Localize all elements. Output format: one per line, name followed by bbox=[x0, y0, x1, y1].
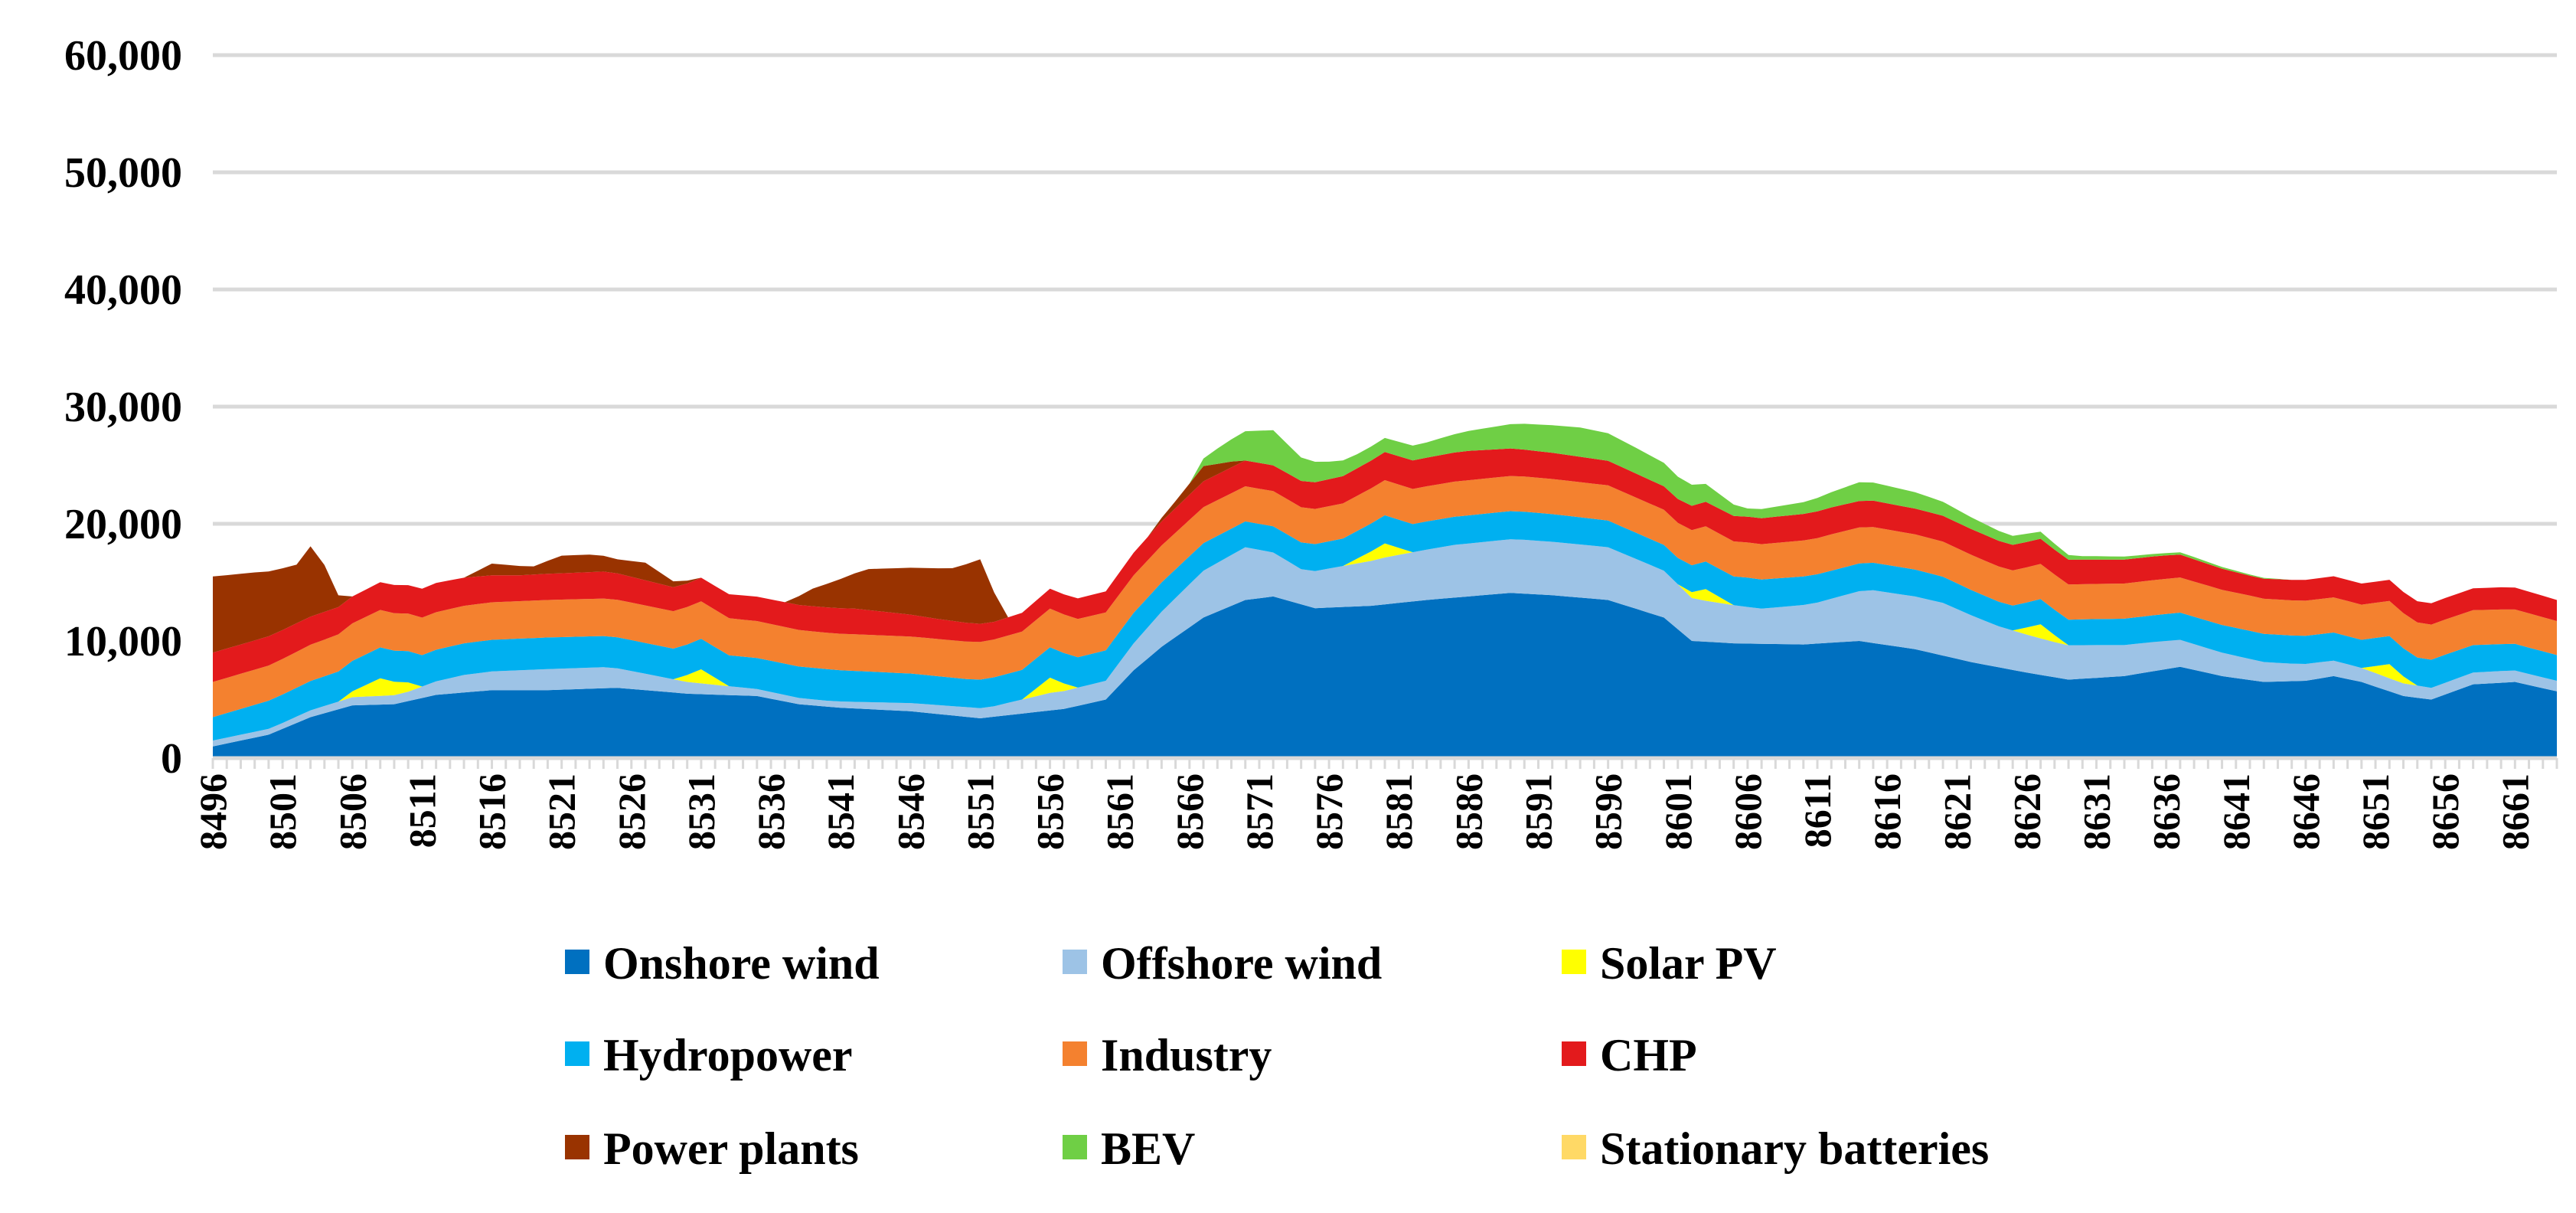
legend-label: Industry bbox=[1101, 1030, 1272, 1081]
x-tick-label: 8561 bbox=[1099, 773, 1141, 850]
legend-swatch bbox=[565, 950, 589, 974]
x-tick-label: 8591 bbox=[1517, 773, 1560, 850]
x-tick-label: 8596 bbox=[1587, 773, 1630, 850]
area-chp bbox=[213, 448, 2557, 682]
y-tick-label: 30,000 bbox=[64, 384, 182, 431]
legend-label: Offshore wind bbox=[1101, 938, 1382, 989]
legend-swatch bbox=[1063, 1135, 1087, 1159]
legend-label: CHP bbox=[1600, 1030, 1697, 1081]
x-tick-label: 8551 bbox=[958, 773, 1001, 850]
y-tick-label: 10,000 bbox=[64, 618, 182, 665]
x-tick-label: 8501 bbox=[261, 773, 304, 850]
x-tick-label: 8576 bbox=[1308, 773, 1350, 850]
x-tick-label: 8536 bbox=[749, 773, 792, 850]
legend-item-solar-pv: Solar PV bbox=[1562, 938, 1777, 989]
legend-swatch bbox=[1562, 1135, 1586, 1159]
legend-label: Hydropower bbox=[603, 1030, 853, 1081]
legend-label: Solar PV bbox=[1600, 938, 1777, 989]
x-tick-label: 8611 bbox=[1796, 773, 1839, 848]
area-offshore-wind bbox=[213, 539, 2557, 747]
x-tick-labels: 8496 8501 8506 8511 8516 8521 8526 8531 8536 8541… bbox=[191, 773, 2536, 850]
legend-item-hydropower: Hydropower bbox=[565, 1030, 853, 1081]
x-tick-label: 8526 bbox=[610, 773, 653, 850]
legend-swatch bbox=[565, 1041, 589, 1066]
y-tick-label: 0 bbox=[161, 735, 182, 783]
area-onshore-wind bbox=[213, 593, 2557, 758]
x-tick-label: 8631 bbox=[2075, 773, 2118, 850]
x-tick-label: 8661 bbox=[2493, 773, 2536, 850]
y-tick-label: 60,000 bbox=[64, 32, 182, 80]
x-tick-label: 8586 bbox=[1447, 773, 1490, 850]
x-tick-label: 8641 bbox=[2215, 773, 2258, 850]
x-tick-label: 8506 bbox=[331, 773, 374, 850]
x-tick-label: 8606 bbox=[1726, 773, 1769, 850]
x-tick-label: 8626 bbox=[2005, 773, 2048, 850]
legend-item-bev: BEV bbox=[1063, 1123, 1195, 1174]
x-tick-label: 8566 bbox=[1168, 773, 1211, 850]
legend-item-chp: CHP bbox=[1562, 1030, 1697, 1081]
x-tick-label: 8581 bbox=[1377, 773, 1420, 850]
legend-item-industry: Industry bbox=[1063, 1030, 1272, 1081]
x-tick-label: 8646 bbox=[2284, 773, 2327, 850]
legend-label: BEV bbox=[1101, 1123, 1195, 1174]
legend-label: Power plants bbox=[603, 1123, 859, 1174]
y-tick-label: 50,000 bbox=[64, 149, 182, 197]
x-tick-label: 8636 bbox=[2145, 773, 2188, 850]
x-tick-label: 8616 bbox=[1866, 773, 1908, 850]
legend-swatch bbox=[1562, 950, 1586, 974]
legend: Onshore wind Offshore wind Solar PV Hydropo… bbox=[565, 938, 1989, 1174]
x-tick-label: 8521 bbox=[540, 773, 583, 850]
y-tick-label: 40,000 bbox=[64, 266, 182, 314]
y-tick-labels: 0 10,000 20,000 30,000 40,000 50,000 60,000 bbox=[64, 32, 182, 783]
area-series-group bbox=[213, 423, 2557, 758]
legend-item-power-plants: Power plants bbox=[565, 1123, 859, 1174]
legend-swatch bbox=[565, 1135, 589, 1159]
x-tick-label: 8556 bbox=[1029, 773, 1072, 850]
legend-swatch bbox=[1063, 1041, 1087, 1066]
y-tick-label: 20,000 bbox=[64, 501, 182, 548]
area-power-plants bbox=[213, 448, 2557, 653]
x-tick-label: 8601 bbox=[1657, 773, 1699, 850]
x-tick-label: 8531 bbox=[680, 773, 723, 850]
legend-item-stationary-batteries: Stationary batteries bbox=[1562, 1123, 1989, 1174]
x-tick-label: 8651 bbox=[2354, 773, 2397, 850]
x-tick-label: 8541 bbox=[819, 773, 862, 850]
legend-label: Stationary batteries bbox=[1600, 1123, 1989, 1174]
legend-item-offshore-wind: Offshore wind bbox=[1063, 938, 1382, 989]
x-tick-label: 8496 bbox=[191, 773, 234, 850]
x-tick-label: 8571 bbox=[1238, 773, 1281, 850]
axes bbox=[211, 756, 2558, 769]
x-tick-label: 8621 bbox=[1935, 773, 1978, 850]
legend-item-onshore-wind: Onshore wind bbox=[565, 938, 880, 989]
x-tick-label: 8546 bbox=[889, 773, 932, 850]
legend-swatch bbox=[1063, 950, 1087, 974]
area-hydropower bbox=[213, 511, 2557, 741]
legend-swatch bbox=[1562, 1041, 1586, 1066]
area-industry bbox=[213, 476, 2557, 718]
x-tick-label: 8656 bbox=[2424, 773, 2467, 850]
legend-label: Onshore wind bbox=[603, 938, 880, 989]
x-tick-label: 8516 bbox=[471, 773, 514, 850]
x-tick-label: 8511 bbox=[400, 773, 443, 848]
